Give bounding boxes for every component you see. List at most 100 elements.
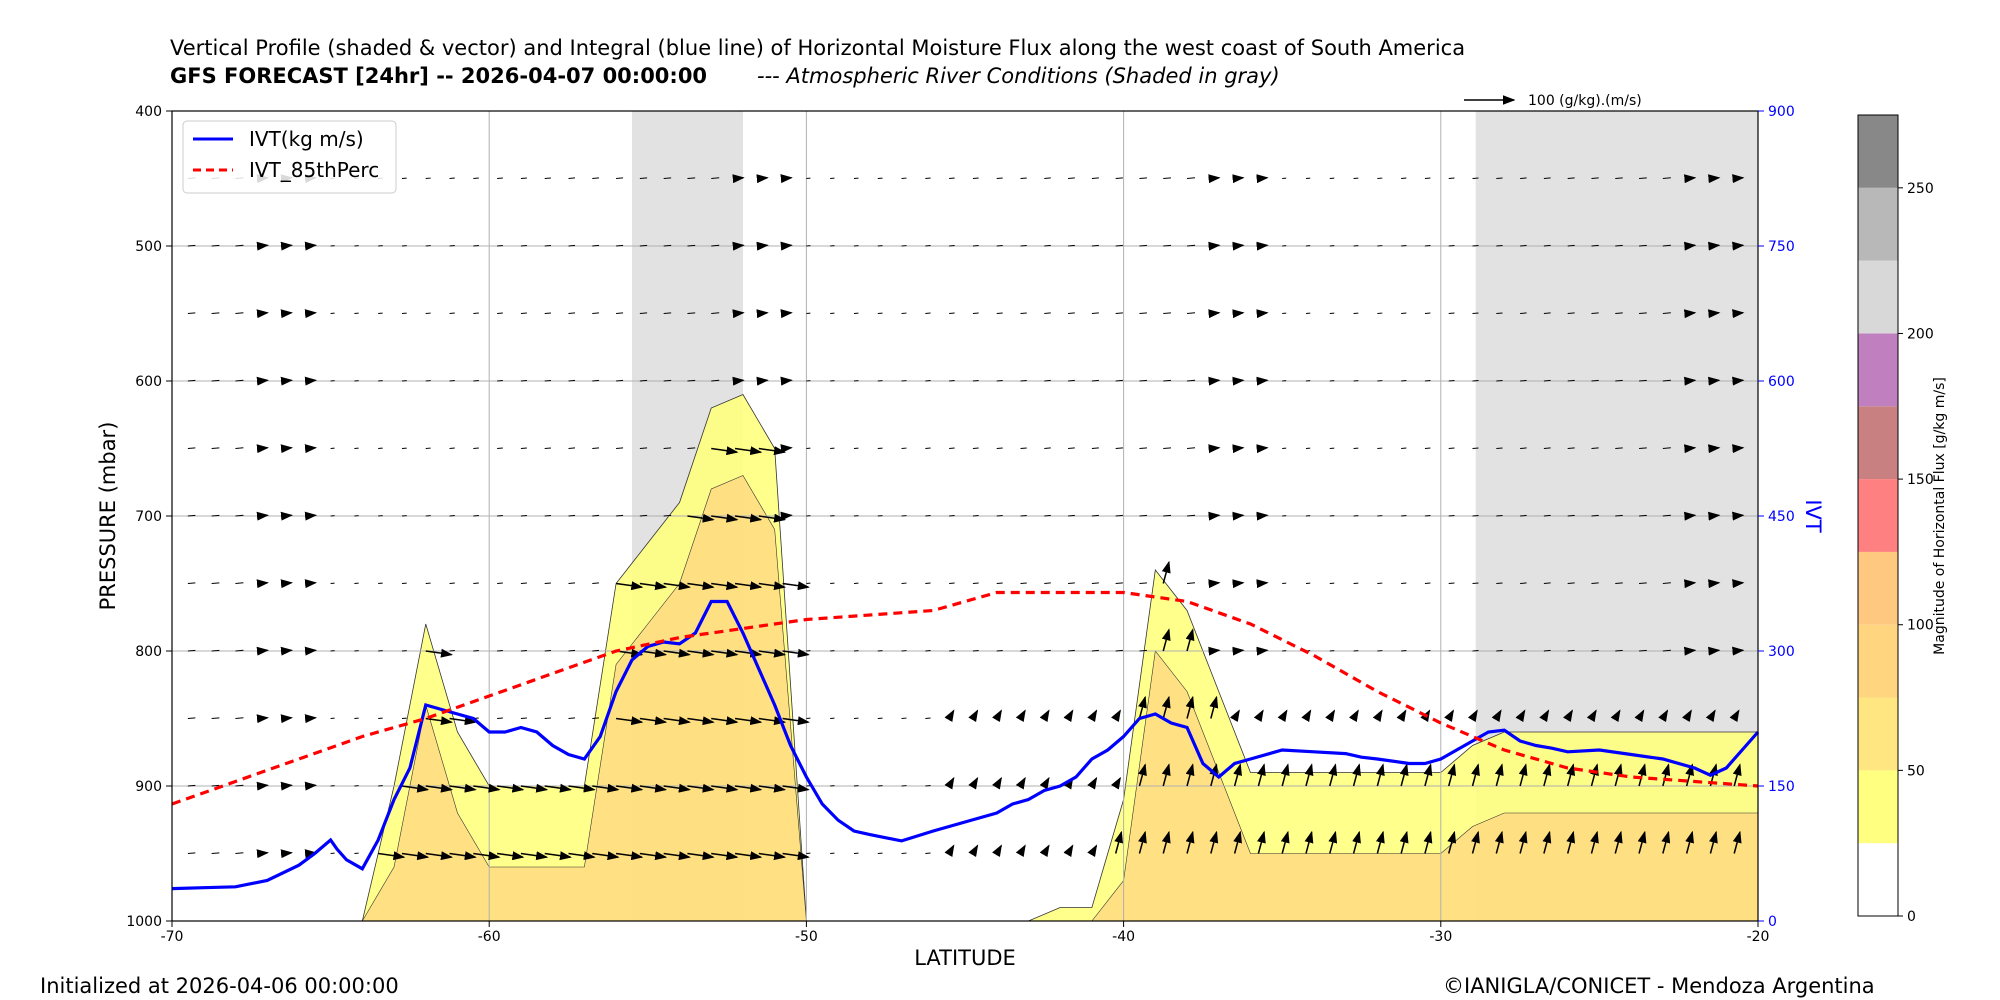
flux-vector <box>544 582 551 584</box>
flux-vector <box>1044 649 1051 652</box>
colorbar-segment <box>1858 770 1898 844</box>
flux-vector <box>1683 646 1697 656</box>
flux-vector <box>256 241 269 251</box>
flux-vector <box>1185 695 1195 719</box>
flux-vector <box>1277 709 1288 723</box>
flux-vector <box>944 844 955 858</box>
flux-vector <box>497 245 503 247</box>
flux-vector <box>256 781 269 791</box>
flux-vector <box>568 312 576 314</box>
flux-vector <box>211 582 220 584</box>
flux-vector <box>304 646 318 656</box>
flux-vector <box>1567 582 1575 584</box>
flux-vector <box>711 851 739 861</box>
flux-vector <box>1708 646 1721 656</box>
flux-vector <box>1232 241 1245 251</box>
flux-vector <box>544 514 551 517</box>
flux-vector <box>616 379 624 382</box>
flux-vector <box>1539 709 1550 723</box>
flux-vector <box>592 851 620 861</box>
flux-vector <box>1615 312 1623 314</box>
flux-vector <box>711 513 739 523</box>
flux-vector <box>1683 241 1697 251</box>
flux-vector <box>1542 830 1552 854</box>
flux-vector <box>1185 628 1195 652</box>
flux-vector <box>1328 830 1338 854</box>
flux-vector <box>1515 709 1526 723</box>
flux-vector <box>1232 174 1245 184</box>
flux-vector <box>378 851 406 861</box>
flux-vector <box>687 447 696 449</box>
flux-vector <box>1068 379 1075 382</box>
y2-tick-label: 450 <box>1768 509 1795 525</box>
flux-vector <box>235 784 244 787</box>
flux-vector <box>1256 241 1269 251</box>
flux-vector <box>782 716 810 726</box>
flux-vector <box>1256 376 1269 386</box>
flux-vector <box>1423 763 1433 787</box>
legend-ivt-label: IVT(kg m/s) <box>249 127 364 151</box>
flux-vector <box>1372 709 1383 723</box>
flux-vector <box>1139 649 1147 652</box>
flux-vector <box>592 379 600 382</box>
flux-vector <box>304 579 318 589</box>
flux-vector <box>1044 514 1051 517</box>
flux-vector <box>568 244 576 247</box>
flux-vector <box>544 717 551 719</box>
flux-vector <box>592 447 600 449</box>
flux-vector <box>734 446 763 456</box>
flux-vector <box>758 851 787 861</box>
flux-vector <box>1448 515 1455 517</box>
flux-vector <box>1163 312 1172 314</box>
y-tick-label: 500 <box>135 239 162 255</box>
flux-vector <box>1232 444 1245 454</box>
flux-vector <box>1163 177 1172 179</box>
flux-vector <box>1705 709 1716 723</box>
flux-vector <box>1639 177 1647 179</box>
flux-vector <box>1186 312 1196 314</box>
flux-vector <box>687 312 696 314</box>
flux-vector <box>1091 514 1099 517</box>
flux-vector <box>1325 709 1336 723</box>
flux-vector <box>780 444 793 454</box>
flux-vector <box>568 379 576 382</box>
flux-vector <box>256 444 269 454</box>
flux-vector <box>497 177 503 179</box>
flux-vector <box>968 844 979 858</box>
flux-vector <box>1732 646 1745 656</box>
y-tick-label: 1000 <box>126 914 162 930</box>
flux-vector <box>639 716 668 726</box>
y2-tick-label: 300 <box>1768 644 1795 660</box>
credit: ©IANIGLA/CONICET - Mendoza Argentina <box>1443 974 1875 998</box>
flux-vector <box>211 312 220 314</box>
flux-vector <box>1423 830 1433 854</box>
flux-vector <box>1044 177 1051 179</box>
flux-vector <box>996 244 1003 247</box>
flux-vector <box>1662 379 1671 382</box>
flux-vector <box>497 380 503 382</box>
flux-vector <box>1209 830 1219 854</box>
flux-vector <box>734 513 763 523</box>
flux-vector <box>1472 447 1479 449</box>
y-tick-label: 800 <box>135 644 162 660</box>
flux-vector <box>758 648 787 658</box>
flux-vector <box>235 582 244 584</box>
flux-vector <box>592 177 600 179</box>
flux-vector <box>568 177 576 179</box>
flux-vector <box>1518 763 1528 787</box>
flux-vector <box>1520 312 1527 314</box>
flux-vector <box>1729 709 1740 723</box>
flux-vector <box>211 244 220 247</box>
flux-vector <box>732 376 745 386</box>
init-time: Initialized at 2026-04-06 00:00:00 <box>40 974 399 998</box>
flux-vector <box>1163 379 1172 382</box>
flux-vector <box>1658 709 1669 723</box>
y-tick-label: 900 <box>135 779 162 795</box>
flux-vector <box>663 312 672 314</box>
flux-vector <box>1591 649 1599 652</box>
flux-vector <box>1044 379 1051 382</box>
flux-vector <box>996 379 1003 382</box>
flux-vector <box>1732 763 1742 787</box>
flux-vector <box>1229 709 1240 723</box>
